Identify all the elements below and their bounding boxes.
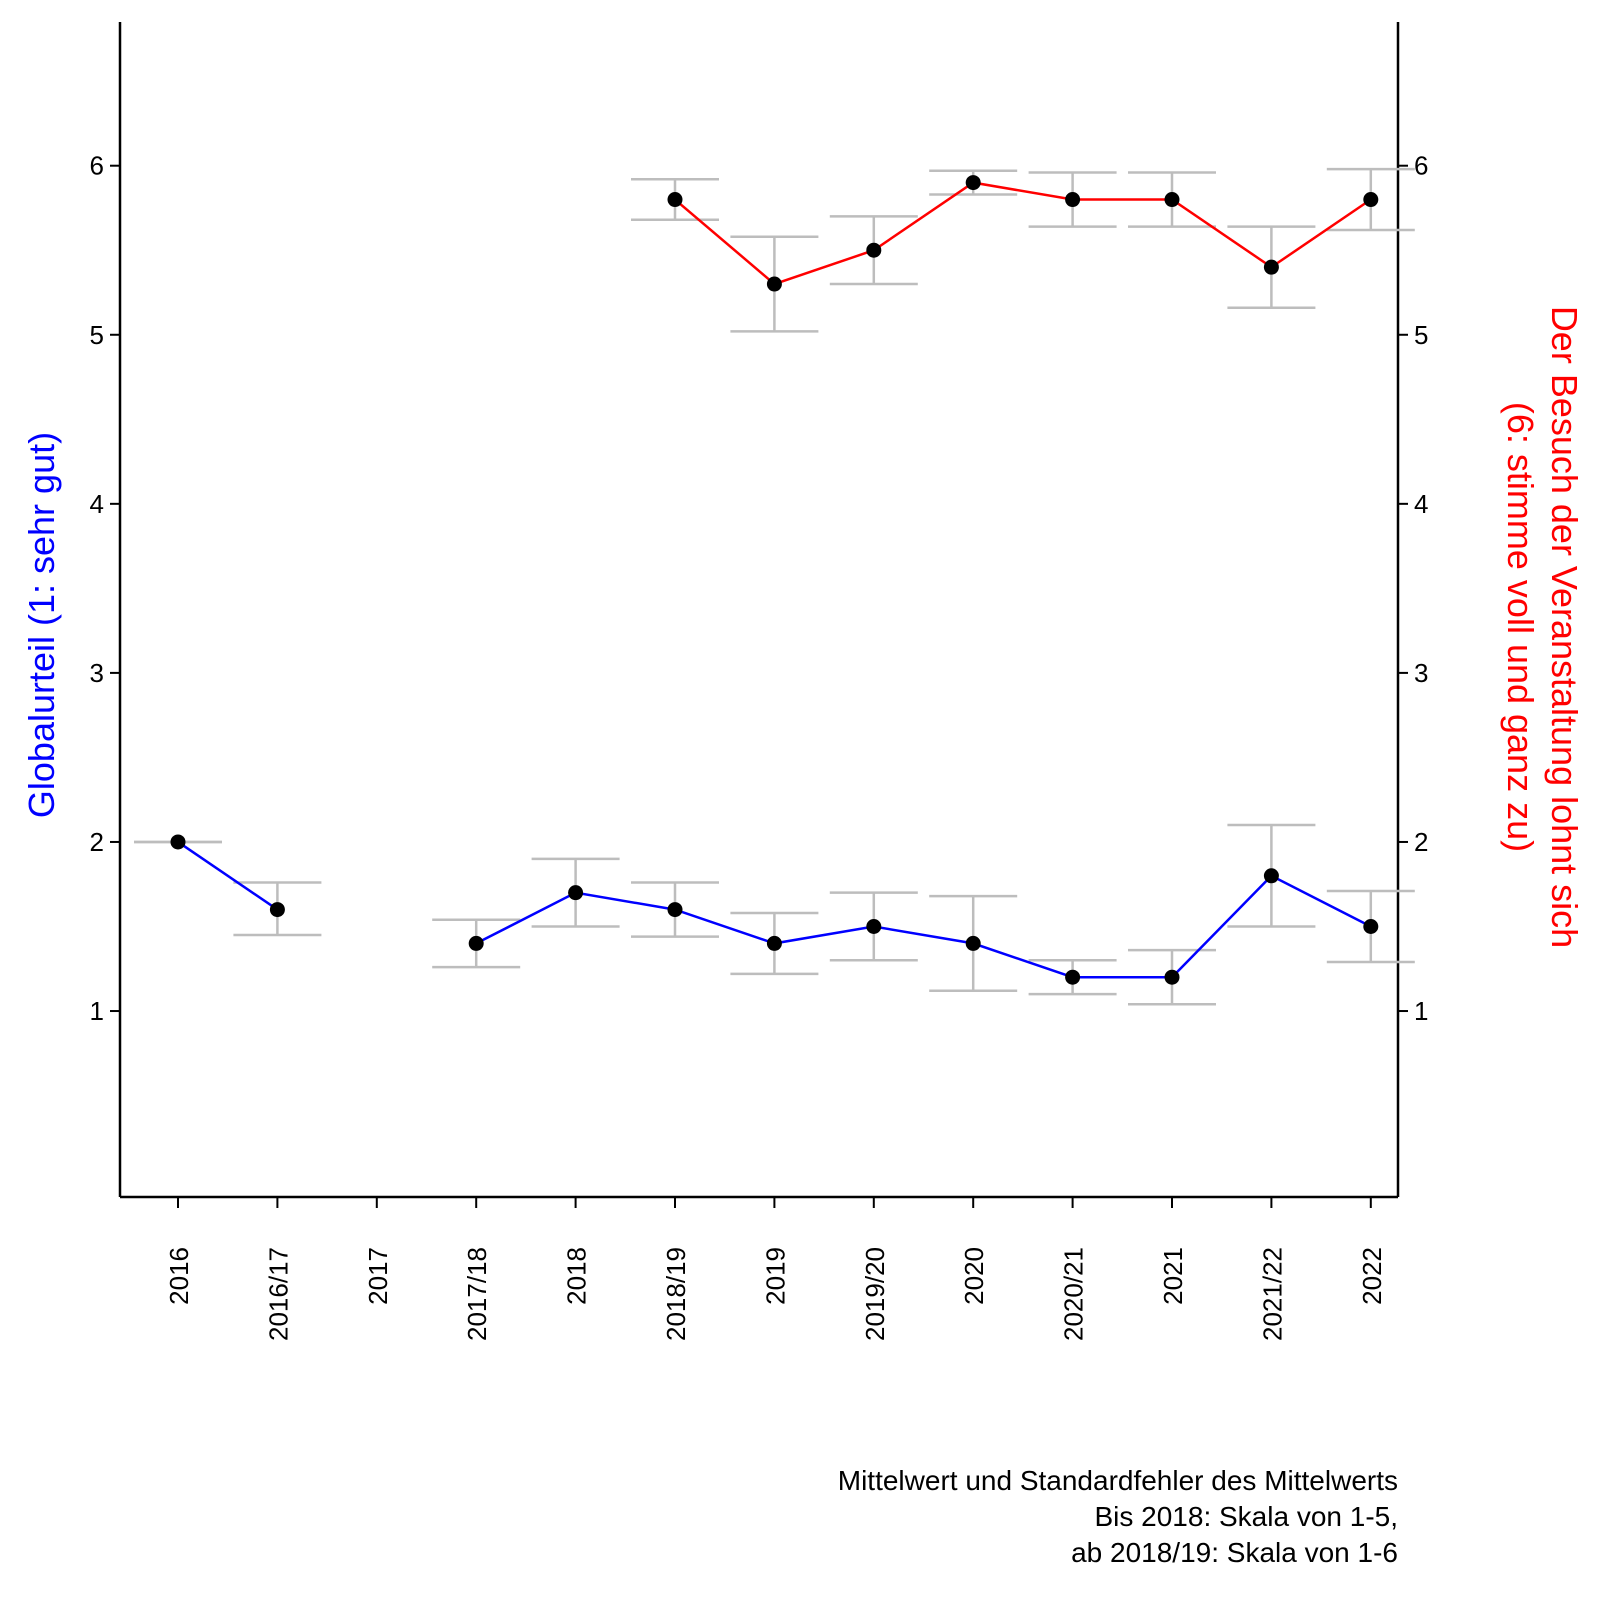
x-tick-label: 2018 [562, 1247, 592, 1305]
data-point [667, 192, 683, 208]
data-point [568, 885, 584, 901]
data-point [1065, 192, 1081, 208]
x-tick-label: 2020 [959, 1247, 989, 1305]
data-point [766, 935, 782, 951]
axes: 1 2 3 4 5 6 1 2 3 4 5 6 2016 2016/17 2017 2017/18 2018 20… [90, 22, 1428, 1341]
data-point [965, 935, 981, 951]
right-y-tick-label: 4 [1414, 489, 1428, 519]
x-tick-label: 2017 [363, 1247, 393, 1305]
data-point [269, 902, 285, 918]
data-point [1363, 192, 1379, 208]
left-y-tick-label: 6 [90, 151, 104, 181]
right-y-tick-label: 3 [1414, 658, 1428, 688]
x-tick-label: 2016/17 [263, 1247, 293, 1341]
left-y-tick-label: 3 [90, 658, 104, 688]
right-axis-title-line2: (6: stimme voll und ganz zu) [1500, 402, 1541, 852]
data-point [1363, 918, 1379, 934]
x-tick-label: 2021/22 [1257, 1247, 1287, 1341]
right-y-tick-label: 5 [1414, 320, 1428, 350]
caption-line-1: Mittelwert und Standardfehler des Mittel… [838, 1465, 1398, 1496]
data-point [866, 242, 882, 258]
left-axis-title: Globalurteil (1: sehr gut) [21, 432, 62, 818]
data-point [866, 918, 882, 934]
data-point [766, 276, 782, 292]
right-axis-title-line1: Der Besuch der Veranstaltung lohnt sich [1544, 306, 1585, 948]
right-y-tick-label: 2 [1414, 827, 1428, 857]
series-line [674, 181, 1372, 286]
error-bars [134, 167, 1415, 1006]
data-point [170, 834, 186, 850]
data-point [1164, 192, 1180, 208]
x-tick-label: 2021 [1158, 1247, 1188, 1305]
left-y-tick-label: 4 [90, 489, 104, 519]
data-point [1263, 868, 1279, 884]
caption-line-2: Bis 2018: Skala von 1-5, [1094, 1501, 1398, 1532]
series-line [177, 840, 279, 911]
x-tick-label: 2022 [1357, 1247, 1387, 1305]
data-points [170, 175, 1379, 985]
series-line [475, 874, 1372, 979]
right-y-tick-label: 6 [1414, 151, 1428, 181]
data-point [965, 175, 981, 191]
data-point [1164, 969, 1180, 985]
caption-line-3: ab 2018/19: Skala von 1-6 [1071, 1537, 1398, 1568]
x-tick-label: 2018/19 [661, 1247, 691, 1341]
left-y-tick-label: 2 [90, 827, 104, 857]
x-tick-label: 2019 [760, 1247, 790, 1305]
data-point [468, 935, 484, 951]
data-point [1065, 969, 1081, 985]
data-point [667, 902, 683, 918]
left-y-tick-label: 1 [90, 996, 104, 1026]
x-tick-label: 2017/18 [462, 1247, 492, 1341]
x-tick-label: 2019/20 [860, 1247, 890, 1341]
series-lines [177, 181, 1372, 979]
data-point [1263, 259, 1279, 275]
x-tick-label: 2016 [164, 1247, 194, 1305]
left-y-tick-label: 5 [90, 320, 104, 350]
x-tick-label: 2020/21 [1059, 1247, 1089, 1341]
right-y-tick-label: 1 [1414, 996, 1428, 1026]
